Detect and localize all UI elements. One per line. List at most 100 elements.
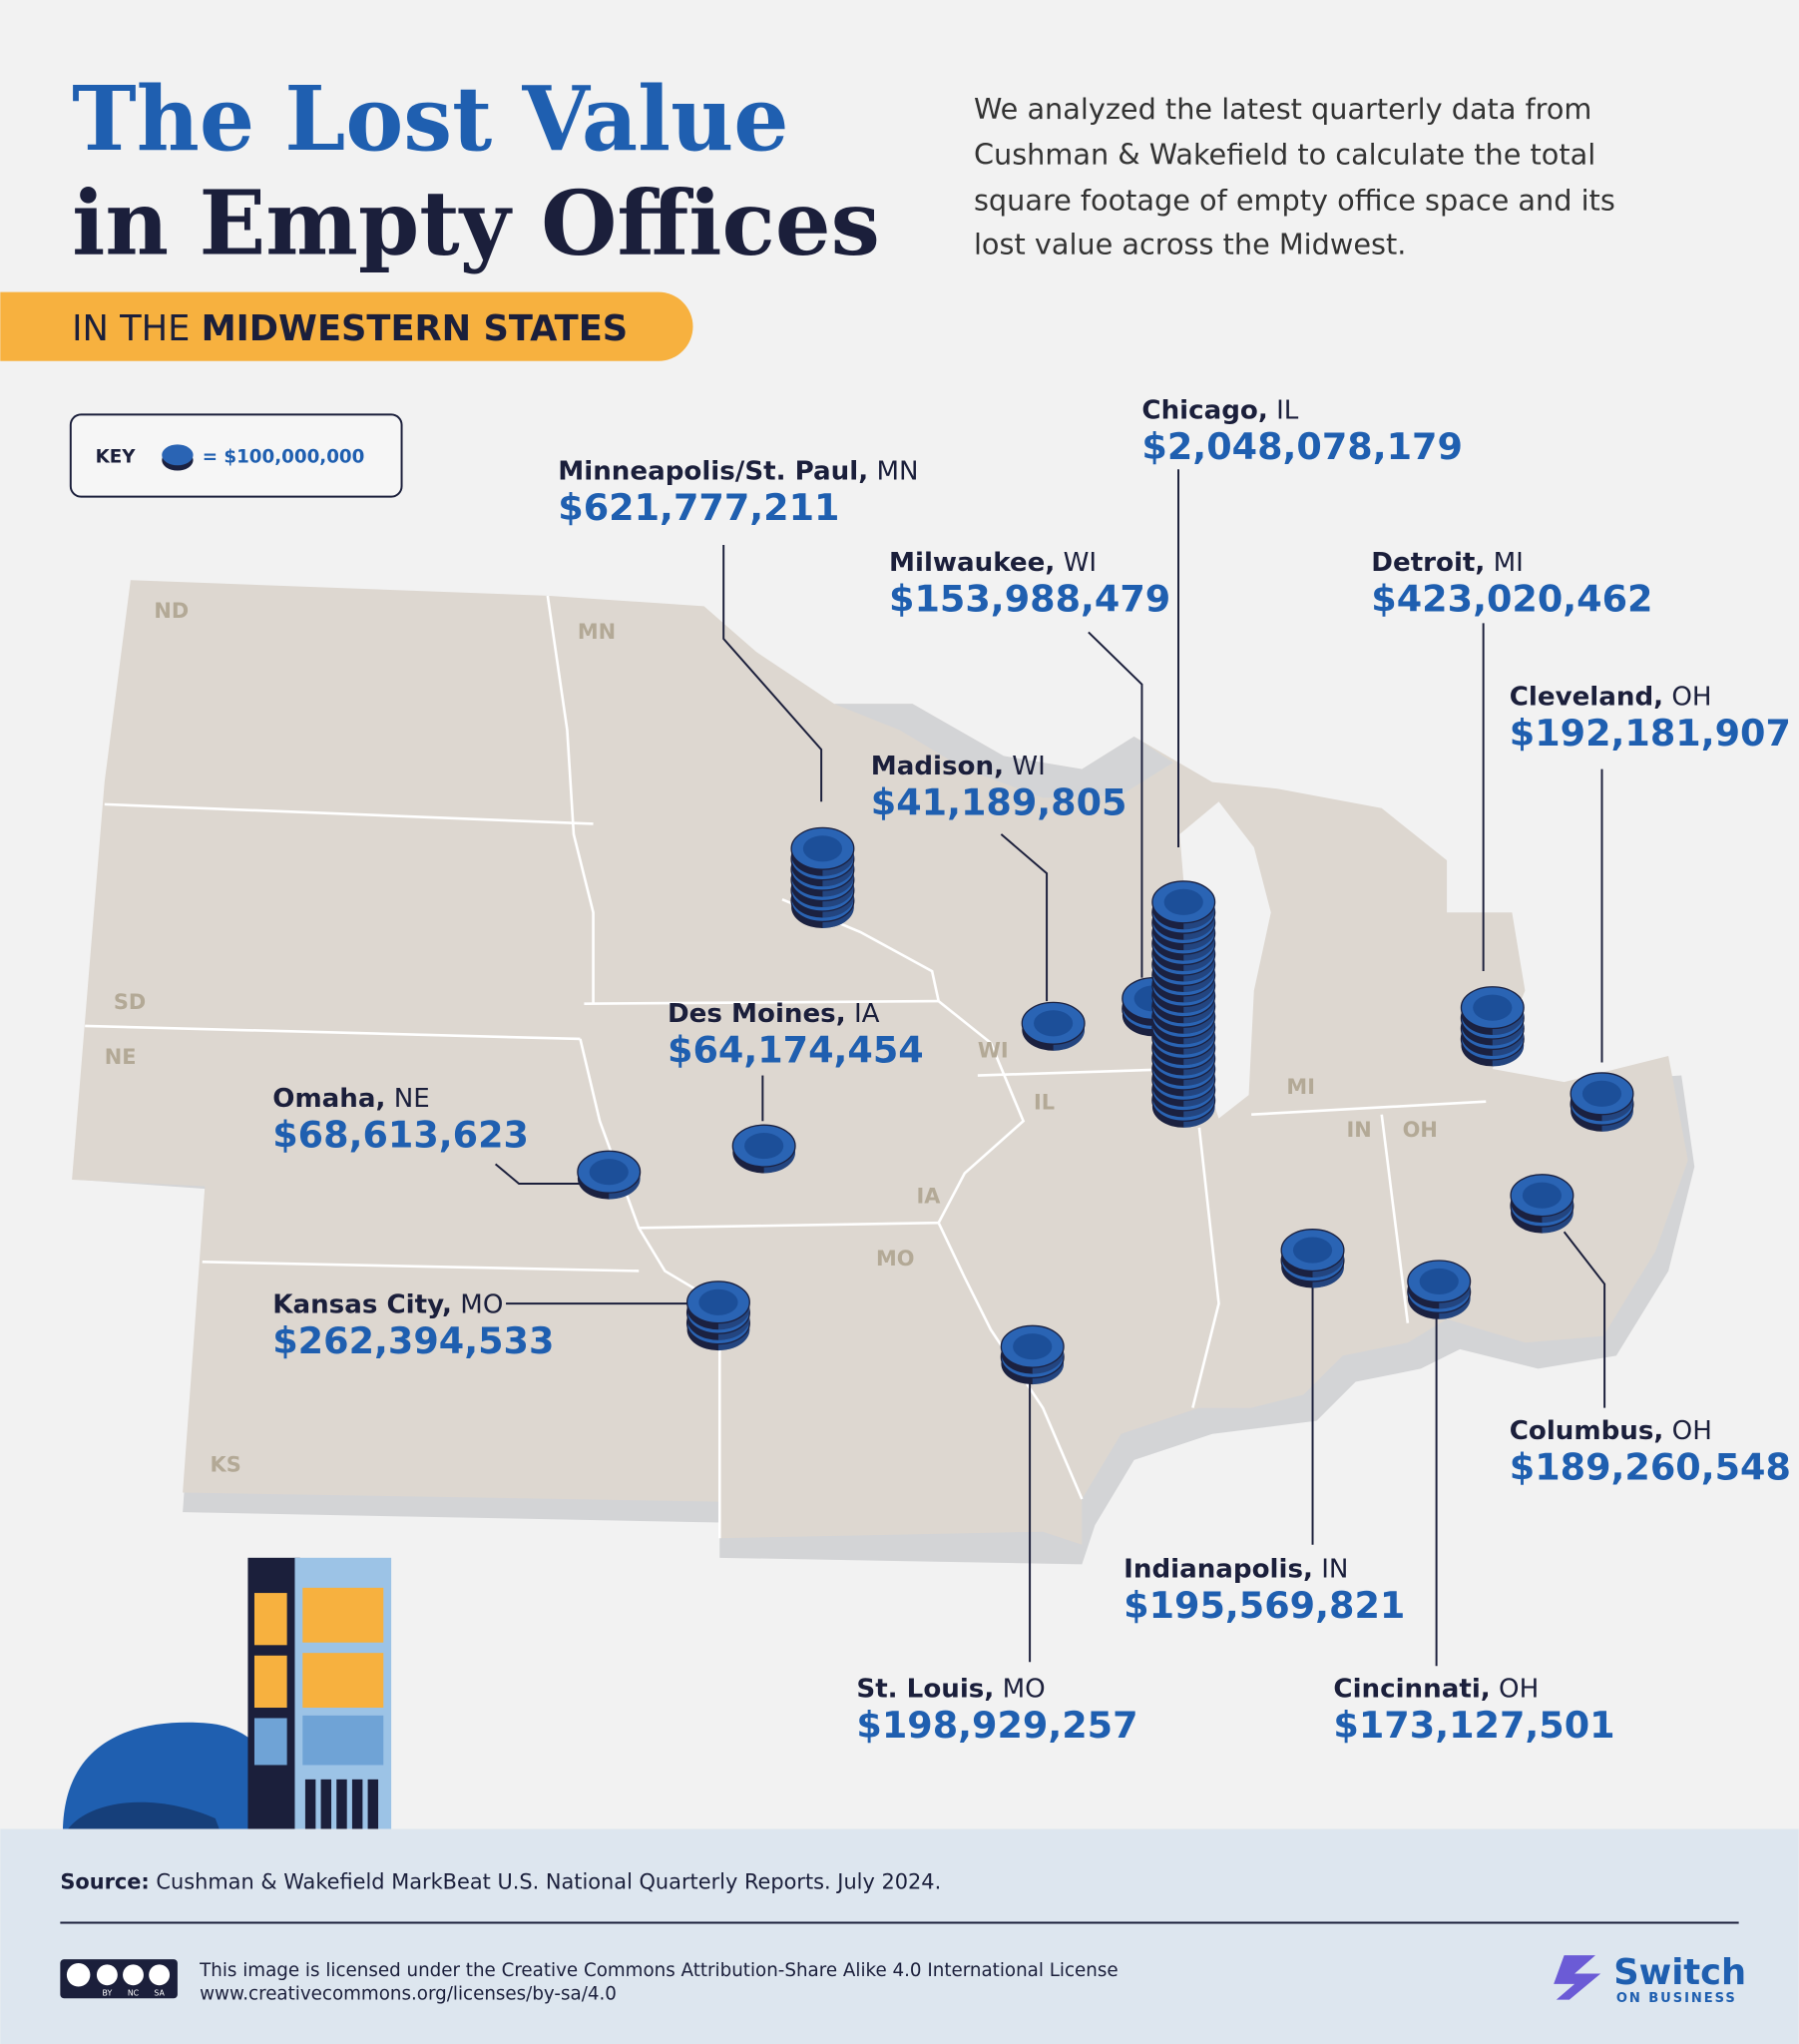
border	[546, 595, 595, 1004]
intro: We analyzed the latest quarterly data fr…	[974, 92, 1615, 261]
city-state: MO	[1003, 1675, 1046, 1705]
city-name: Chicago,	[1141, 395, 1267, 425]
coin-stack	[731, 1124, 796, 1174]
state-label: ND	[154, 599, 189, 623]
state-label: WI	[978, 1038, 1009, 1062]
window	[302, 1653, 384, 1709]
door	[304, 1779, 379, 1829]
leader-line	[1563, 1231, 1606, 1408]
city-value: $262,394,533	[272, 1319, 554, 1362]
map: ND MN SD NE WI IL MI IN OH IA MO KS	[72, 580, 1695, 1565]
coin-stack	[1280, 1229, 1345, 1288]
window	[302, 1715, 384, 1766]
coin-stack	[577, 1150, 642, 1200]
coin-face	[1419, 1268, 1459, 1294]
coin-face	[1034, 1010, 1074, 1037]
leader-line	[1000, 833, 1049, 1002]
border	[639, 1221, 939, 1230]
coin-stack	[685, 1280, 750, 1351]
city-name: St. Louis,	[856, 1675, 994, 1705]
logo-tag: ON BUSINESS	[1616, 1991, 1737, 2006]
state-label: MI	[1286, 1075, 1315, 1099]
license-line: www.creativecommons.org/licenses/by-sa/4…	[200, 1984, 617, 2005]
cc-badge: BY NC SA	[60, 1959, 178, 1999]
coin-face	[1292, 1237, 1333, 1264]
subtitle-prefix: IN THE	[72, 308, 190, 349]
city-name: Madison,	[871, 752, 1004, 781]
city-state: OH	[1671, 683, 1711, 713]
city-state: MO	[460, 1289, 503, 1319]
coin-stack	[1510, 1174, 1574, 1234]
window	[302, 1587, 384, 1643]
city-state: OH	[1499, 1675, 1539, 1705]
border	[937, 1222, 1084, 1500]
cc-badge-label: BY	[103, 1989, 113, 1998]
map-land	[72, 580, 1688, 1545]
subtitle-pill	[0, 291, 693, 361]
city-name: Des Moines,	[668, 999, 846, 1029]
footer	[0, 1828, 1799, 2044]
leader-line	[1088, 631, 1143, 978]
intro-line: Cushman & Wakefield to calculate the tot…	[974, 138, 1595, 172]
city-label: St. Louis, MO	[856, 1675, 1045, 1705]
city-state: IA	[854, 999, 880, 1029]
source-label: Source:	[60, 1870, 149, 1894]
logo-name: Switch	[1613, 1952, 1746, 1993]
intro-line: We analyzed the latest quarterly data fr…	[974, 92, 1591, 126]
city-value: $621,777,211	[558, 486, 839, 529]
key-box	[69, 413, 403, 498]
city-name: Omaha,	[272, 1084, 385, 1114]
coin-face	[744, 1133, 784, 1160]
subtitle: IN THE MIDWESTERN STATES	[72, 308, 628, 349]
cc-badge-label: NC	[128, 1989, 140, 1998]
intro-line: square footage of empty office space and…	[974, 183, 1615, 217]
city-value: $195,569,821	[1124, 1584, 1405, 1627]
city-label: Columbus, OH	[1510, 1416, 1712, 1446]
city-value: $2,048,078,179	[1141, 425, 1463, 468]
bean-shadow	[68, 1801, 220, 1829]
coin-face	[1581, 1080, 1622, 1107]
city-name: Minneapolis/St. Paul,	[558, 457, 868, 487]
city-value: $423,020,462	[1371, 578, 1652, 621]
state-label: NE	[105, 1045, 137, 1069]
key-value: = $100,000,000	[203, 447, 365, 468]
state-label: IN	[1347, 1118, 1372, 1142]
bean	[62, 1722, 294, 1829]
border	[104, 802, 594, 825]
coin-stack	[1021, 1001, 1086, 1051]
border	[1251, 1100, 1487, 1117]
city-value: $153,988,479	[889, 578, 1170, 621]
leader-line	[494, 1163, 581, 1185]
city-value: $68,613,623	[272, 1113, 529, 1156]
logo: Switch ON BUSINESS	[1554, 1952, 1746, 2006]
city-state: IL	[1276, 395, 1299, 425]
city-label: Omaha, NE	[272, 1084, 430, 1114]
state-label: OH	[1403, 1118, 1438, 1142]
coin-face	[1163, 888, 1203, 915]
city-name: Detroit,	[1371, 548, 1485, 578]
border	[85, 1024, 581, 1041]
city-name: Kansas City,	[272, 1289, 452, 1319]
border	[1380, 1114, 1410, 1323]
border	[584, 999, 939, 1006]
coin-face	[802, 835, 843, 862]
city-label: Minneapolis/St. Paul, MN	[558, 457, 918, 487]
key-label: KEY	[96, 447, 137, 468]
window	[253, 1718, 287, 1766]
city-label: Des Moines, IA	[668, 999, 880, 1029]
city-label: Detroit, MI	[1371, 548, 1524, 578]
city-state: WI	[1012, 752, 1046, 781]
city-state: OH	[1672, 1416, 1712, 1446]
city-label: Madison, WI	[871, 752, 1046, 781]
title-line: The Lost Value	[72, 67, 788, 171]
state-label: SD	[114, 990, 146, 1014]
state-label: IL	[1034, 1091, 1055, 1115]
city-value: $189,260,548	[1510, 1445, 1791, 1488]
subtitle-emphasis: MIDWESTERN STATES	[202, 308, 629, 349]
city-labels: Minneapolis/St. Paul, MN$621,777,211Chic…	[272, 395, 1791, 1747]
city-state: NE	[394, 1084, 430, 1114]
state-label: MN	[578, 620, 616, 644]
source: Source: Cushman & Wakefield MarkBeat U.S…	[60, 1870, 941, 1894]
city-value: $173,127,501	[1333, 1704, 1614, 1747]
city-state: MI	[1494, 548, 1524, 578]
